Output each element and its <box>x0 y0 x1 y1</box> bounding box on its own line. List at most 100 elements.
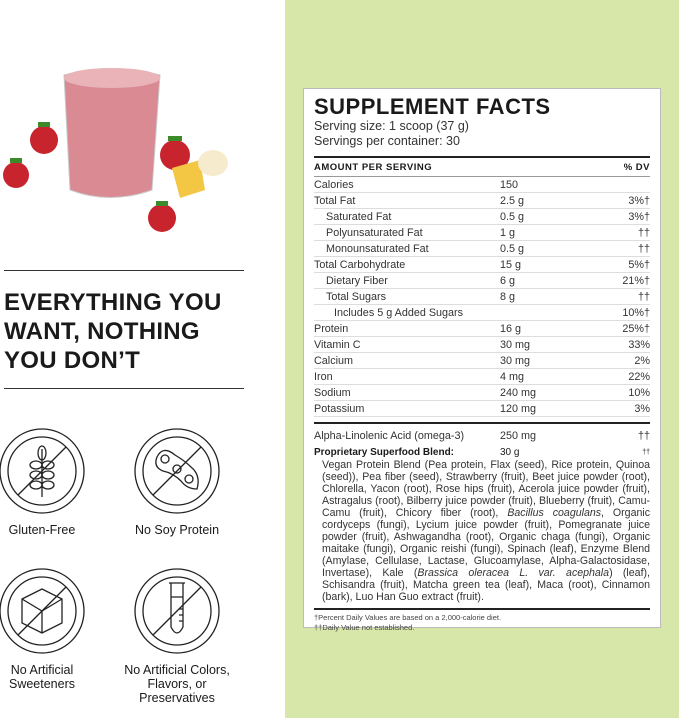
nutrient-amount: 0.5 g <box>500 243 525 255</box>
facts-title: SUPPLEMENT FACTS <box>314 94 551 119</box>
blend-name: Proprietary Superfood Blend: <box>314 447 455 458</box>
nutrient-name: Iron <box>314 371 333 383</box>
nutrient-amount: 8 g <box>500 291 516 303</box>
nutrient-dv: 3%† <box>628 211 650 223</box>
nutrient-dv: 3% <box>634 403 650 415</box>
nutrient-name: Monounsaturated Fat <box>326 243 429 255</box>
nutrient-row: Total Fat 2.5 g 3%† <box>314 193 650 209</box>
badge-no-artificial-colors: No Artificial Colors, Flavors, or Preser… <box>112 567 242 705</box>
nutrient-row: Calories 150 <box>314 177 650 193</box>
nutrient-amount: 30 mg <box>500 339 531 351</box>
badge-no-soy: No Soy Protein <box>112 427 242 537</box>
smoothie-image <box>3 68 228 232</box>
ingredients-italic: Brassica oleracea L. var. acephala <box>417 567 610 579</box>
badge-no-artificial-sweeteners: No Artificial Sweeteners <box>0 567 107 691</box>
nutrient-name: Calcium <box>314 355 353 367</box>
nutrient-name: Includes 5 g Added Sugars <box>334 307 464 319</box>
nutrient-dv: 2% <box>634 355 650 367</box>
badge-label: Gluten-Free <box>8 523 76 537</box>
nutrient-row: Vitamin C 30 mg 33% <box>314 337 650 353</box>
nutrient-name: Polyunsaturated Fat <box>326 227 423 239</box>
nutrient-row: Protein 16 g 25%† <box>314 321 650 337</box>
nutrient-name: Total Carbohydrate <box>314 259 406 271</box>
ingredients-text: , Organic cordyceps (fungi), Lycium juic… <box>322 507 651 579</box>
nutrient-name: Dietary Fiber <box>326 275 388 287</box>
nutrient-row: Includes 5 g Added Sugars 10%† <box>314 305 650 321</box>
nutrient-amount: 250 mg <box>500 430 537 442</box>
left-column: EVERYTHING YOU WANT, NOTHING YOU DON’T G… <box>0 0 285 718</box>
divider <box>314 608 650 610</box>
ingredients-italic: Bacillus coagulans <box>507 507 602 519</box>
headline: EVERYTHING YOU WANT, NOTHING YOU DON’T <box>4 289 222 374</box>
no-sugar-cube-icon <box>0 568 85 654</box>
no-test-tube-icon <box>134 568 220 654</box>
nutrient-amount: 150 <box>500 179 519 191</box>
nutrient-dv: 5%† <box>628 259 650 271</box>
blend-row: Proprietary Superfood Blend: 30 g †† <box>314 446 650 459</box>
nutrient-dv: †† <box>637 243 650 255</box>
badge-label: No Soy Protein <box>134 523 220 537</box>
nutrient-name: Alpha-Linolenic Acid (omega-3) <box>314 430 465 442</box>
nutrient-dv: †† <box>637 227 650 239</box>
nutrient-row: Potassium 120 mg 3% <box>314 401 650 417</box>
nutrient-dv: 21%† <box>622 275 650 287</box>
nutrient-amount: 4 mg <box>500 371 525 383</box>
nutrient-row: Total Carbohydrate 15 g 5%† <box>314 257 650 273</box>
nutrient-name: Total Sugars <box>326 291 387 303</box>
nutrient-amount: 1 g <box>500 227 516 239</box>
badge-gluten-free: Gluten-Free <box>0 427 107 537</box>
nutrient-dv: 10% <box>628 387 650 399</box>
nutrient-dv: †† <box>637 430 650 442</box>
badge-label: No Artificial Colors, Flavors, or Preser… <box>124 663 230 705</box>
nutrient-amount: 15 g <box>500 259 522 271</box>
nutrient-name: Vitamin C <box>314 339 361 351</box>
nutrient-dv: 33% <box>628 339 650 351</box>
ala-row: Alpha-Linolenic Acid (omega-3) 250 mg †† <box>314 428 650 444</box>
nutrient-amount: 6 g <box>500 275 516 287</box>
ingredients-text: Vegan Protein Blend (Pea protein, Flax (… <box>322 459 650 519</box>
ingredients-text: ) (leaf), Schisandra (fruit), Matcha gre… <box>322 567 650 603</box>
nutrient-amount: 30 mg <box>500 355 531 367</box>
nutrient-row: Calcium 30 mg 2% <box>314 353 650 369</box>
servings-per-container: Servings per container: 30 <box>314 134 460 148</box>
divider <box>314 422 650 424</box>
nutrient-name: Sodium <box>314 387 351 399</box>
blend-ingredients: Vegan Protein Blend (Pea protein, Flax (… <box>314 459 650 603</box>
footnote: †Percent Daily Values are based on a 2,0… <box>314 613 502 622</box>
no-soy-icon <box>134 428 220 514</box>
nutrient-name: Calories <box>314 179 354 191</box>
nutrient-row: Polyunsaturated Fat 1 g †† <box>314 225 650 241</box>
nutrient-dv: †† <box>637 291 650 303</box>
amount-header: AMOUNT PER SERVING <box>314 162 433 173</box>
nutrient-dv: 25%† <box>622 323 650 335</box>
nutrient-name: Saturated Fat <box>326 211 392 223</box>
nutrient-row: Monounsaturated Fat 0.5 g †† <box>314 241 650 257</box>
badge-label: No Artificial Sweeteners <box>8 663 75 691</box>
nutrient-rows: Calories 150 Total Fat 2.5 g 3%† Saturated Fa… <box>314 177 650 417</box>
nutrient-row: Sodium 240 mg 10% <box>314 385 650 401</box>
no-gluten-icon <box>0 428 85 514</box>
nutrient-name: Potassium <box>314 403 365 415</box>
serving-size: Serving size: 1 scoop (37 g) <box>314 119 469 133</box>
nutrient-dv <box>590 177 650 192</box>
nutrient-amount: 2.5 g <box>500 195 525 207</box>
blend-amount: 30 g <box>500 447 520 458</box>
nutrient-row: Saturated Fat 0.5 g 3%† <box>314 209 650 225</box>
table-header: AMOUNT PER SERVING % DV <box>314 158 650 177</box>
nutrient-amount <box>500 305 590 320</box>
blend-dv: †† <box>642 449 650 456</box>
nutrient-amount: 16 g <box>500 323 522 335</box>
nutrient-dv: 10%† <box>622 307 650 319</box>
nutrient-name: Protein <box>314 323 349 335</box>
nutrient-amount: 120 mg <box>500 403 537 415</box>
nutrient-dv: 22% <box>628 371 650 383</box>
nutrient-row: Dietary Fiber 6 g 21%† <box>314 273 650 289</box>
divider <box>4 388 244 389</box>
divider <box>4 270 244 271</box>
nutrient-name: Total Fat <box>314 195 356 207</box>
footnote: ††Daily Value not established. <box>314 622 415 632</box>
nutrient-row: Total Sugars 8 g †† <box>314 289 650 305</box>
nutrient-dv: 3%† <box>628 195 650 207</box>
nutrient-amount: 240 mg <box>500 387 537 399</box>
dv-header: % DV <box>623 162 650 173</box>
